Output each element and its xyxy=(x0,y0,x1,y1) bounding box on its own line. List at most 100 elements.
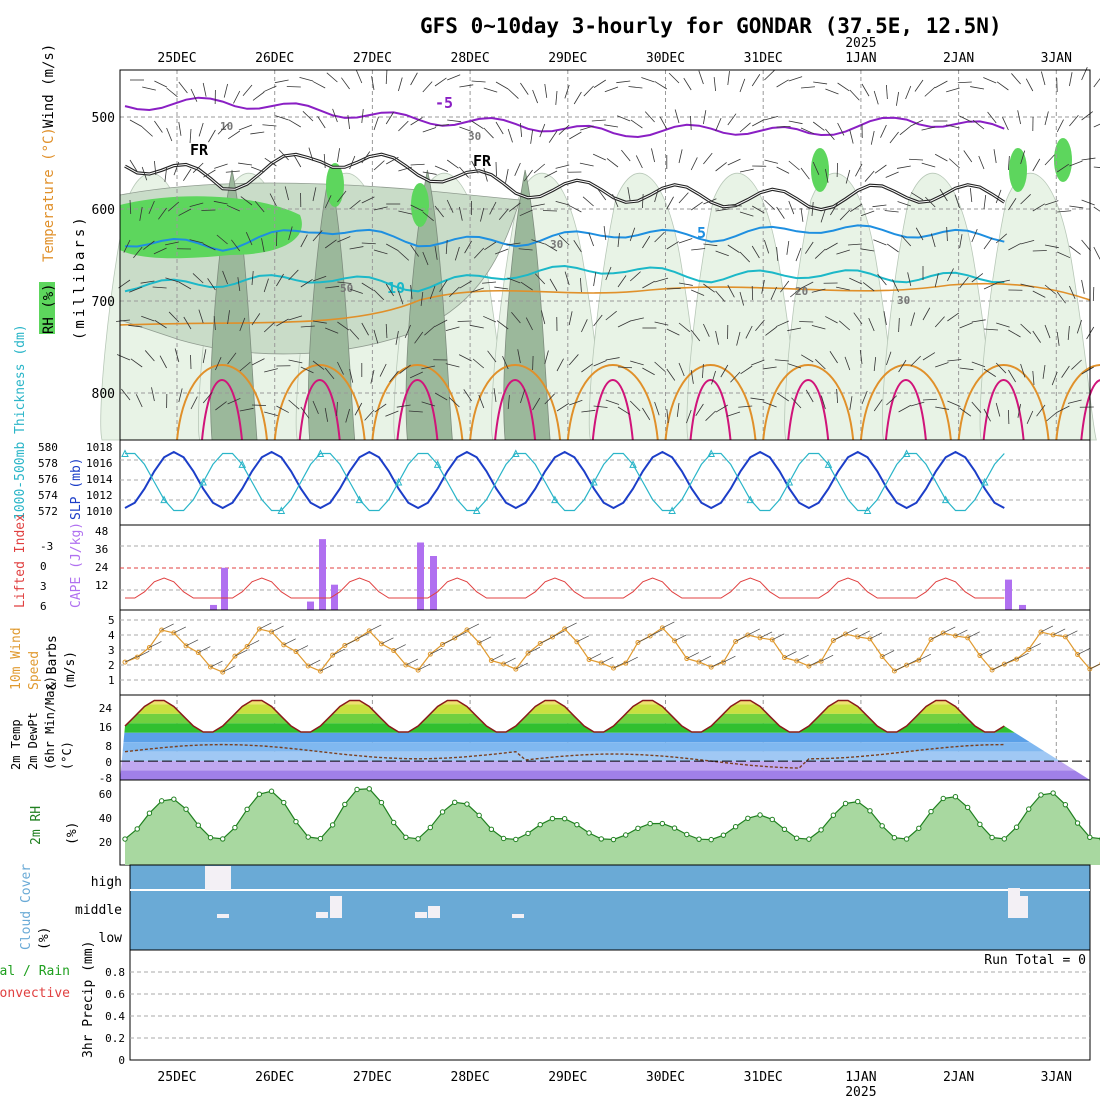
wind10-barb xyxy=(527,646,541,654)
wind-barb xyxy=(604,86,619,93)
wind10-tick-label: 3 xyxy=(108,644,115,657)
wind-barb xyxy=(544,83,548,98)
wind10-axis-label: Speed xyxy=(27,651,42,690)
rh2m-marker xyxy=(916,825,922,831)
wind-barb xyxy=(811,324,826,330)
wind-barb xyxy=(1076,319,1082,334)
wind-barb xyxy=(996,322,1010,328)
wind-barb xyxy=(581,363,593,373)
wind-barb xyxy=(445,239,448,254)
wind-barb xyxy=(907,272,912,287)
wind-barb xyxy=(445,363,460,368)
wind-barb xyxy=(300,325,315,328)
wind-barb xyxy=(654,277,669,283)
wind-barb xyxy=(957,81,972,84)
wind-barb xyxy=(354,402,363,416)
wind10-marker xyxy=(989,667,995,673)
wind-barb xyxy=(317,116,326,129)
wind-barb xyxy=(873,399,883,412)
wind-barb xyxy=(135,394,143,408)
wind-barb xyxy=(812,121,825,131)
rh2m-marker xyxy=(940,795,946,802)
wind-barb xyxy=(410,163,425,166)
wind-barb xyxy=(312,81,326,89)
thickness-marker xyxy=(394,477,403,486)
rh2m-marker xyxy=(867,808,873,814)
wind-barb xyxy=(261,238,265,253)
wind-barb xyxy=(898,404,912,413)
wind-barb xyxy=(1020,323,1032,334)
wind10-marker xyxy=(659,625,665,631)
wind-barb xyxy=(216,234,228,245)
wind-barb xyxy=(921,126,936,131)
wind-barb xyxy=(349,246,364,250)
wind-barb xyxy=(805,241,814,254)
wind10-marker xyxy=(415,667,421,673)
wind-barb xyxy=(364,409,375,421)
temperature-axis-label: Temperature (°C) xyxy=(41,127,57,262)
wind-barb xyxy=(666,196,674,210)
rh2m-marker xyxy=(818,827,824,833)
wind-barb xyxy=(959,322,973,329)
wind-barb xyxy=(727,244,740,253)
wind-barb xyxy=(555,90,558,105)
thickness-marker xyxy=(551,495,559,504)
wind-barb xyxy=(776,246,779,261)
wind-barb xyxy=(814,248,826,259)
rh2m-marker xyxy=(891,835,898,841)
wind-barb xyxy=(166,87,178,98)
temperature-contour-warm xyxy=(566,364,659,441)
wind-barb xyxy=(886,351,892,366)
wind10-marker xyxy=(928,636,934,642)
wind-barb xyxy=(288,399,300,410)
wind10-marker xyxy=(806,663,812,669)
wind-barb xyxy=(1081,279,1085,294)
wind-barb xyxy=(264,157,277,167)
wind-barb xyxy=(263,278,269,293)
wind10-marker xyxy=(598,660,604,666)
precip-convective-label: Convective xyxy=(0,986,70,1001)
wind-barb xyxy=(116,319,131,322)
pressure-axis-label: (millibars) xyxy=(72,214,88,340)
wind10-barb xyxy=(246,640,260,647)
wind-barb xyxy=(690,157,698,171)
wind-barb xyxy=(251,358,265,366)
rh2m-marker xyxy=(464,801,470,807)
wind-barb xyxy=(1056,331,1060,346)
thickness-marker xyxy=(433,460,442,468)
precip-tick-label: 0.8 xyxy=(105,966,125,979)
wind10-marker xyxy=(562,626,568,632)
wind-barb xyxy=(361,151,371,164)
wind-barb xyxy=(739,168,754,173)
wind-barb xyxy=(678,322,691,333)
wind-barb xyxy=(299,76,314,82)
wind-barb xyxy=(593,272,597,287)
rh2m-marker xyxy=(647,820,653,827)
top-date-label: 28DEC xyxy=(451,51,490,66)
rh2m-marker xyxy=(561,815,568,822)
wind-barb xyxy=(555,164,570,169)
wind-barb xyxy=(849,89,860,101)
rh-bright-core xyxy=(1009,148,1027,192)
wind-barb xyxy=(140,280,155,284)
rh2m-marker xyxy=(806,836,812,842)
wind-barb xyxy=(683,77,692,91)
wind-barb xyxy=(939,188,948,202)
wind-barb xyxy=(189,239,204,244)
wind-barb xyxy=(666,408,669,423)
wind-barb xyxy=(1017,110,1021,125)
rh2m-marker xyxy=(403,834,409,840)
wind10-marker xyxy=(757,635,763,641)
wind-barb xyxy=(1008,156,1010,171)
wind-barb xyxy=(880,124,887,138)
wind-barb xyxy=(174,348,180,363)
wind-barb xyxy=(312,275,327,282)
wind-barb xyxy=(154,80,168,88)
wind10-barb xyxy=(1028,643,1041,650)
wind-barb xyxy=(829,351,838,364)
wind-barb xyxy=(1081,239,1091,251)
wind-barb xyxy=(153,247,167,255)
wind-barb xyxy=(629,400,641,412)
wind-barb xyxy=(434,165,449,172)
